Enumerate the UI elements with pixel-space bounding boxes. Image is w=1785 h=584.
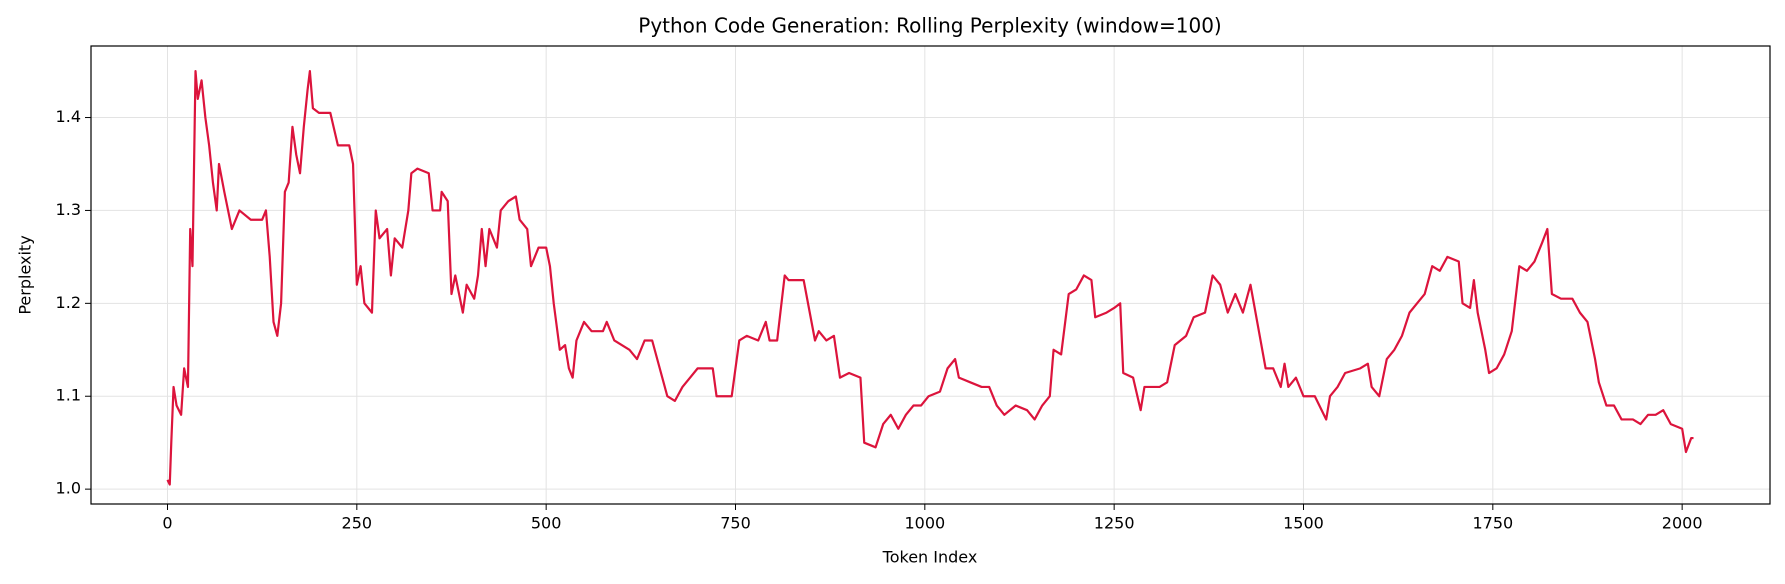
y-tick-label: 1.0 — [56, 479, 81, 498]
x-tick-label: 250 — [342, 514, 373, 533]
x-tick-label: 1000 — [904, 514, 945, 533]
x-tick-label: 1750 — [1472, 514, 1513, 533]
y-tick-label: 1.3 — [56, 200, 81, 219]
x-tick-label: 0 — [162, 514, 172, 533]
plot-frame — [90, 45, 1771, 505]
y-tick-label: 1.2 — [56, 293, 81, 312]
x-tick-label: 500 — [531, 514, 562, 533]
y-tick-label: 1.4 — [56, 107, 81, 126]
x-tick-label: 2000 — [1662, 514, 1703, 533]
chart-title: Python Code Generation: Rolling Perplexi… — [638, 14, 1221, 38]
y-tick-label: 1.1 — [56, 386, 81, 405]
line-series — [166, 69, 1694, 486]
x-tick-label: 750 — [720, 514, 751, 533]
x-tick-label: 1500 — [1283, 514, 1324, 533]
x-tick-label: 1250 — [1094, 514, 1135, 533]
y-axis-label: Perplexity — [16, 235, 35, 314]
x-axis-label: Token Index — [882, 548, 978, 567]
